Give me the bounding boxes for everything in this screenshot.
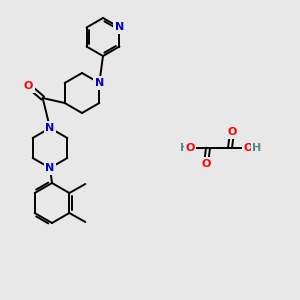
Text: O: O	[201, 159, 211, 169]
Text: H: H	[252, 143, 262, 153]
Text: N: N	[45, 123, 55, 133]
Text: N: N	[115, 22, 124, 32]
Text: H: H	[180, 143, 190, 153]
Text: O: O	[243, 143, 253, 153]
Text: N: N	[45, 163, 55, 173]
Text: O: O	[24, 81, 33, 91]
Text: O: O	[185, 143, 195, 153]
Text: O: O	[227, 127, 237, 137]
Text: N: N	[95, 78, 104, 88]
